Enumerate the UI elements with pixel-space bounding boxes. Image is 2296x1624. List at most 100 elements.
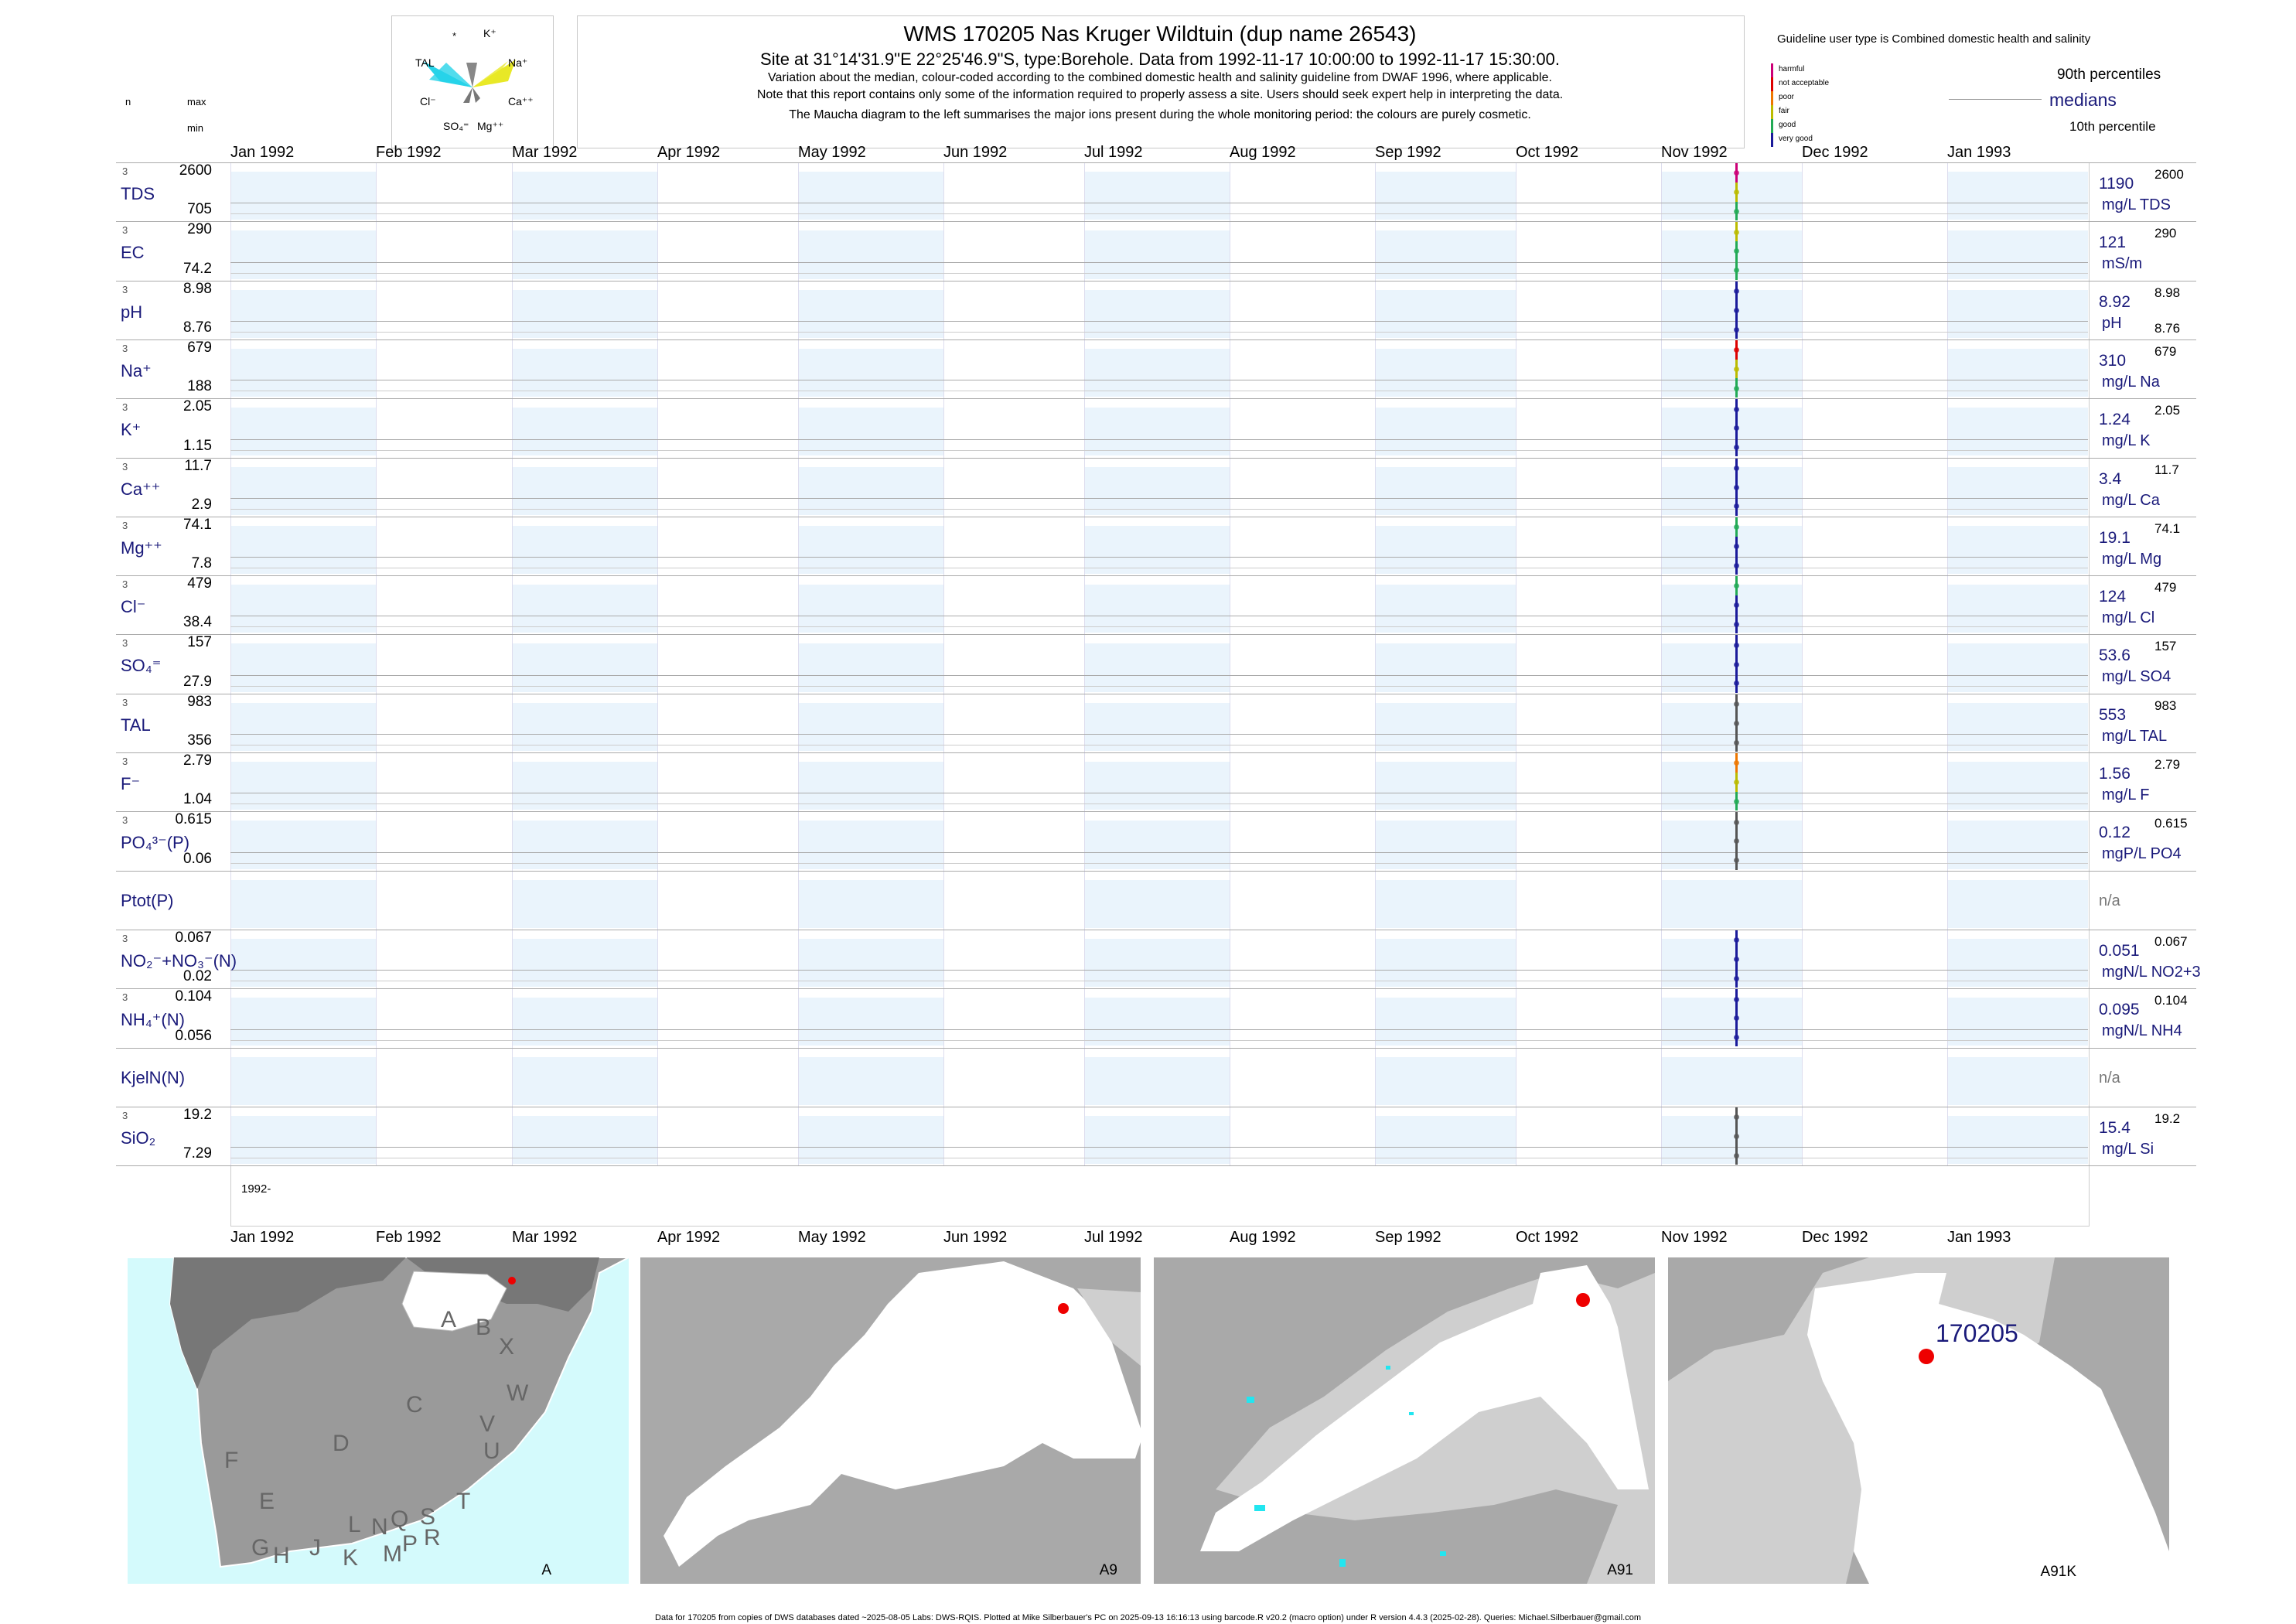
- row-median: 0.12: [2099, 824, 2131, 842]
- sample-point: [1734, 720, 1740, 726]
- sample-point: [1734, 780, 1740, 786]
- month-band: [797, 172, 943, 220]
- maucha-so4-label: SO₄⁼: [443, 120, 469, 132]
- row-max: 479: [187, 575, 212, 592]
- row-median: 8.92: [2099, 292, 2131, 311]
- month-band: [230, 1056, 377, 1105]
- month-band: [511, 879, 657, 928]
- map-a9-catchment: [664, 1261, 1141, 1567]
- svg-text:G: G: [251, 1535, 269, 1561]
- row-min: 356: [187, 732, 212, 749]
- sample-point: [1734, 543, 1740, 549]
- row-unit: mgN/L NH4: [2102, 1022, 2182, 1040]
- percentile-line: [230, 272, 2088, 274]
- month-band: [1661, 1056, 1802, 1105]
- row-unit: mg/L K: [2102, 432, 2151, 450]
- row-min: 2.9: [191, 496, 212, 513]
- maucha-diagram: * K⁺ TAL Na⁺ Cl⁻ Ca⁺⁺ SO₄⁼ Mg⁺⁺: [391, 15, 554, 148]
- month-band: [1083, 821, 1230, 869]
- row-p90: 19.2: [2154, 1111, 2181, 1126]
- month-band: [1083, 585, 1230, 633]
- month-band: [230, 172, 377, 220]
- row-median: 121: [2099, 234, 2127, 252]
- sample-point: [1734, 701, 1740, 708]
- month-tick-bottom: Aug 1992: [1229, 1229, 1296, 1247]
- month-band: [1083, 1056, 1230, 1105]
- month-band: [1083, 466, 1230, 515]
- month-band: [1661, 702, 1802, 751]
- percentile-line: [230, 1039, 2088, 1041]
- row-label: KjelN(N): [121, 1067, 186, 1087]
- row-max: 0.104: [175, 988, 212, 1005]
- row-label: PO₄³⁻(P): [121, 833, 190, 853]
- map-a91k-label: A91K: [2040, 1564, 2076, 1580]
- row-max: 8.98: [183, 280, 212, 297]
- sample-point: [1734, 1133, 1740, 1139]
- row-min: 1.15: [183, 437, 212, 454]
- sample-point: [1734, 445, 1740, 451]
- sample-point: [1734, 583, 1740, 589]
- row-max: 2.79: [183, 752, 212, 769]
- row-separator: [116, 457, 2196, 459]
- row-min: 0.06: [183, 850, 212, 867]
- legend-color-fair: [1771, 105, 1773, 119]
- row-n: 3: [122, 1109, 128, 1121]
- month-gridline: [1375, 162, 1377, 1166]
- maucha-na-slice-2: [473, 61, 508, 87]
- sample-point: [1734, 465, 1740, 471]
- medians-label: medians: [2049, 90, 2117, 110]
- row-separator: [116, 221, 2196, 223]
- legend-label: poor: [1779, 93, 1795, 101]
- row-label: Cl⁻: [121, 597, 146, 617]
- month-band: [230, 762, 377, 810]
- sample-point: [1734, 347, 1740, 353]
- month-band: [1083, 230, 1230, 279]
- map-a-label: A: [541, 1562, 551, 1578]
- row-min: 8.76: [183, 319, 212, 336]
- month-tick-top: Sep 1992: [1375, 144, 1441, 161]
- month-tick-bottom: Mar 1992: [511, 1229, 578, 1247]
- month-band: [797, 466, 943, 515]
- svg-text:E: E: [259, 1489, 275, 1514]
- month-band: [1947, 998, 2088, 1046]
- svg-text:F: F: [224, 1448, 238, 1473]
- svg-text:A: A: [441, 1307, 456, 1332]
- month-band: [230, 998, 377, 1046]
- month-band: [511, 821, 657, 869]
- month-band: [1083, 289, 1230, 338]
- row-n: 3: [122, 283, 128, 295]
- svg-text:Q: Q: [391, 1506, 408, 1532]
- row-median: 553: [2099, 705, 2127, 724]
- month-band: [1661, 762, 1802, 810]
- month-gridline: [1661, 162, 1663, 1166]
- sample-point: [1734, 562, 1740, 568]
- svg-text:S: S: [420, 1504, 435, 1530]
- month-band: [511, 702, 657, 751]
- month-tick-top: Aug 1992: [1229, 144, 1296, 161]
- row-p10: 8.76: [2154, 320, 2181, 336]
- month-band: [1947, 408, 2088, 456]
- row-max: 2.05: [183, 398, 212, 415]
- svg-text:R: R: [424, 1525, 441, 1551]
- month-band: [1375, 643, 1516, 692]
- month-band: [230, 289, 377, 338]
- legend-color-poor: [1771, 91, 1773, 105]
- month-gridline: [376, 162, 377, 1166]
- row-n: 3: [122, 991, 128, 1004]
- sample-point: [1734, 622, 1740, 628]
- month-tick-bottom: Jun 1992: [943, 1229, 1008, 1247]
- row-separator: [116, 988, 2196, 990]
- row-median: 19.1: [2099, 528, 2131, 547]
- month-band: [1083, 938, 1230, 988]
- row-label: EC: [121, 243, 145, 263]
- month-band: [1947, 172, 2088, 220]
- row-median: 310: [2099, 351, 2127, 370]
- row-min: 74.2: [183, 260, 212, 277]
- month-tick-bottom: Apr 1992: [657, 1229, 721, 1247]
- info-line-3: Note that this report contains only some…: [756, 88, 1564, 101]
- row-unit: mg/L F: [2102, 786, 2150, 803]
- month-band: [1661, 1115, 1802, 1165]
- row-max: 983: [187, 693, 212, 710]
- row-label: SO₄⁼: [121, 656, 162, 676]
